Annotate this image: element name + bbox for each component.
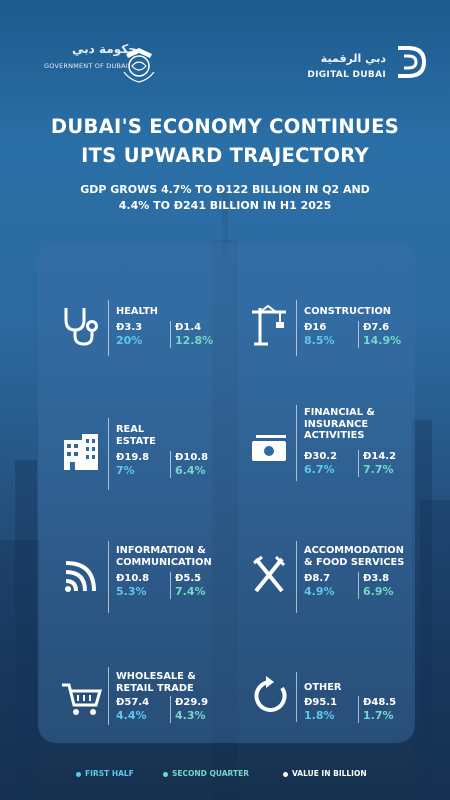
sector-name-line-2: & FOOD SERVICES xyxy=(304,556,405,568)
h1-value: Đ95.1 xyxy=(304,697,338,708)
h1-growth: 1.8% xyxy=(304,709,335,722)
legend: FIRST HALF SECOND QUARTER VALUE IN BILLI… xyxy=(0,769,450,783)
sector-name: CONSTRUCTION xyxy=(304,306,391,317)
legend-first-half: FIRST HALF xyxy=(76,769,134,778)
q2-value: Đ3.8 xyxy=(363,573,390,584)
q2-value: Đ5.5 xyxy=(175,573,202,584)
q2-growth: 7.4% xyxy=(175,585,206,598)
sector-name-line-2: ESTATE xyxy=(116,435,156,447)
q2-growth: 14.9% xyxy=(363,334,402,347)
h1-value: Đ57.4 xyxy=(116,697,150,708)
sector-name-line-1: ACCOMMODATION xyxy=(304,545,404,556)
q2-value: Đ48.5 xyxy=(363,697,397,708)
legend-dot-value xyxy=(283,771,288,777)
refresh-icon xyxy=(254,676,287,712)
legend-label: SECOND QUARTER xyxy=(172,769,250,778)
h1-value: Đ19.8 xyxy=(116,452,150,463)
sector-construction: CONSTRUCTION Đ16 8.5% Đ7.6 14.9% xyxy=(248,300,428,380)
legend-value: VALUE IN BILLION xyxy=(283,769,367,778)
q2-growth: 4.3% xyxy=(175,709,206,722)
sector-health: HEALTH Đ3.3 20% Đ1.4 12.8% xyxy=(60,300,240,380)
h1-growth: 7% xyxy=(116,464,135,477)
title-line-1: DUBAI'S ECONOMY CONTINUES xyxy=(50,115,400,138)
q2-value: Đ29.9 xyxy=(175,697,209,708)
h1-value: Đ16 xyxy=(304,322,327,333)
sector-wholesale-retail: WHOLESALE & RETAIL TRADE Đ57.4 4.4% Đ29.9… xyxy=(60,667,240,747)
h1-value: Đ8.7 xyxy=(304,573,331,584)
sector-name-line-1: FINANCIAL & xyxy=(304,407,375,418)
gov-english-text: GOVERNMENT OF DUBAI xyxy=(44,62,128,70)
h1-growth: 6.7% xyxy=(304,463,335,476)
building-icon xyxy=(64,434,98,470)
sector-name-line-3: ACTIVITIES xyxy=(304,430,365,441)
dd-english-text: DIGITAL DUBAI xyxy=(307,70,386,80)
legend-label: FIRST HALF xyxy=(85,769,134,778)
h1-value: Đ3.3 xyxy=(116,322,143,333)
legend-dot-second-quarter xyxy=(163,771,168,777)
wifi-icon xyxy=(65,561,96,592)
sector-real-estate: REAL ESTATE Đ19.8 7% Đ10.8 6.4% xyxy=(60,418,240,498)
q2-value: Đ1.4 xyxy=(175,322,202,333)
legend-second-quarter: SECOND QUARTER xyxy=(163,769,249,778)
sector-name-line-1: INFORMATION & xyxy=(116,545,206,556)
h1-growth: 8.5% xyxy=(304,334,335,347)
dd-arabic-text: دبي الرقمية xyxy=(320,52,386,65)
h1-growth: 5.3% xyxy=(116,585,147,598)
sector-name: HEALTH xyxy=(116,306,158,317)
page-subtitle: GDP GROWS 4.7% TO Đ122 BILLION IN Q2 AND… xyxy=(0,182,450,214)
q2-value: Đ14.2 xyxy=(363,451,397,462)
sector-name-line-2: INSURANCE xyxy=(304,418,369,430)
fork-knife-icon xyxy=(253,555,286,593)
cart-icon xyxy=(62,683,102,715)
q2-growth: 1.7% xyxy=(363,709,394,722)
h1-value: Đ10.8 xyxy=(116,573,150,584)
stethoscope-icon xyxy=(64,308,98,346)
h1-value: Đ30.2 xyxy=(304,451,338,462)
sector-name-line-1: REAL xyxy=(116,424,145,435)
h1-growth: 4.9% xyxy=(304,585,335,598)
h1-growth: 20% xyxy=(116,334,143,347)
page-title: DUBAI'S ECONOMY CONTINUES ITS UPWARD TRA… xyxy=(0,112,450,170)
title-line-2: ITS UPWARD TRAJECTORY xyxy=(81,144,369,167)
money-icon xyxy=(252,435,286,461)
sector-financial-insurance: FINANCIAL & INSURANCE ACTIVITIES Đ30.2 6.… xyxy=(248,405,428,485)
sector-accommodation-food: ACCOMMODATION & FOOD SERVICES Đ8.7 4.9% Đ… xyxy=(248,541,428,621)
subtitle-line-2: 4.4% TO Đ241 BILLION IN H1 2025 xyxy=(118,199,332,212)
sector-name: OTHER xyxy=(304,682,342,693)
q2-growth: 6.4% xyxy=(175,464,206,477)
sector-name-line-2: COMMUNICATION xyxy=(116,556,212,568)
sector-name-line-1: WHOLESALE & xyxy=(116,671,196,682)
q2-growth: 6.9% xyxy=(363,585,394,598)
sectors-panel xyxy=(38,243,415,743)
crane-icon xyxy=(252,304,286,346)
q2-value: Đ7.6 xyxy=(363,322,390,333)
dubai-emblem-icon xyxy=(123,48,155,83)
digital-dubai-logo: دبي الرقمية DIGITAL DUBAI xyxy=(307,36,428,80)
q2-growth: 7.7% xyxy=(363,463,394,476)
digital-dubai-mark-icon xyxy=(398,46,427,78)
h1-growth: 4.4% xyxy=(116,709,147,722)
q2-growth: 12.8% xyxy=(175,334,214,347)
subtitle-line-1: GDP GROWS 4.7% TO Đ122 BILLION IN Q2 AND xyxy=(80,183,370,196)
legend-dot-first-half xyxy=(76,771,81,777)
sector-other: OTHER Đ95.1 1.8% Đ48.5 1.7% xyxy=(248,672,428,752)
sector-information-communication: INFORMATION & COMMUNICATION Đ10.8 5.3% Đ5… xyxy=(60,541,240,621)
q2-value: Đ10.8 xyxy=(175,452,209,463)
legend-label: VALUE IN BILLION xyxy=(292,769,367,778)
header: حكومة دبي GOVERNMENT OF DUBAI دبي الرقمي… xyxy=(0,32,450,92)
gov-arabic-text: حكومة دبي xyxy=(72,42,137,56)
sector-name-line-2: RETAIL TRADE xyxy=(116,682,194,694)
